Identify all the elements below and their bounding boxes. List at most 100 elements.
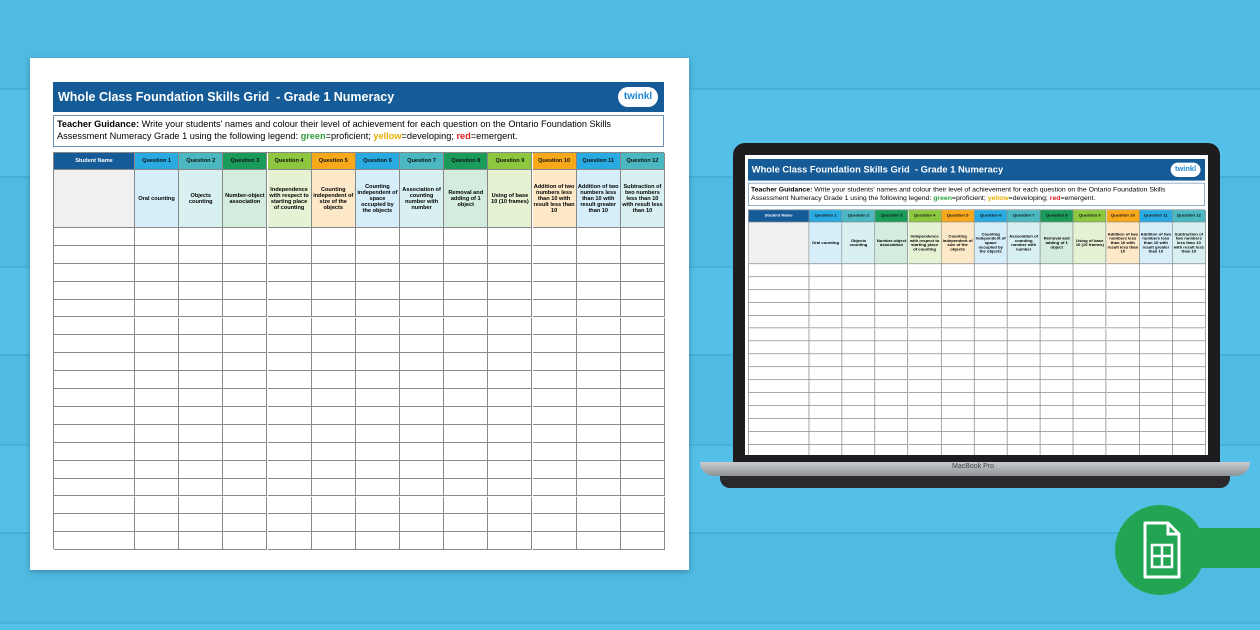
name-cell <box>748 289 810 303</box>
grid-cell <box>179 228 224 246</box>
grid-cell <box>1007 380 1041 393</box>
grid-cell <box>1139 341 1173 355</box>
laptop-base <box>700 462 1250 476</box>
grid-cell <box>355 281 400 300</box>
grid-cell <box>267 245 312 264</box>
logo: twinkl <box>618 87 658 107</box>
grid-cell <box>620 514 665 533</box>
grid-cell <box>355 317 400 336</box>
grid-cell <box>135 389 180 407</box>
grid-cell <box>1040 315 1074 329</box>
grid-cell <box>355 353 400 372</box>
grid-cell <box>400 317 445 336</box>
grid-cell <box>908 289 942 303</box>
grid-cell <box>941 405 975 419</box>
grid-cell <box>267 532 312 551</box>
grid-cell <box>908 354 942 368</box>
grid-cell <box>488 371 533 390</box>
grid-cell <box>355 389 400 407</box>
grid-cell <box>1106 302 1140 316</box>
grid-cell <box>576 514 621 533</box>
grid-cell <box>842 380 876 393</box>
grid-cell <box>488 424 533 443</box>
legend-word: green <box>933 194 952 202</box>
header-cell: Question 12 <box>1172 210 1206 223</box>
grid-cell <box>576 281 621 300</box>
grid-cell <box>1106 405 1140 419</box>
grid-cell <box>1073 264 1107 278</box>
grid-cell <box>267 442 312 461</box>
grid-cell <box>576 263 621 282</box>
grid-cell <box>1040 289 1074 303</box>
description-cell: Removal and adding of 1 object <box>1040 222 1074 265</box>
header-cell: Question 7 <box>1007 210 1041 223</box>
grid-cell <box>267 263 312 282</box>
grid-cell <box>620 353 665 372</box>
header-cell: Question 2 <box>842 210 876 223</box>
grid-cell <box>842 315 876 329</box>
grid-cell <box>1106 277 1140 290</box>
grid-cell <box>444 389 489 407</box>
legend-meaning: =developing; <box>401 131 454 141</box>
grid-cell <box>532 228 577 246</box>
header-cell: Question 5 <box>311 153 356 170</box>
grid-cell <box>488 317 533 336</box>
grid-cell <box>908 302 942 316</box>
grid-cell <box>875 380 909 393</box>
grid-cell <box>974 380 1008 393</box>
grid-cell <box>355 245 400 264</box>
grid-cell <box>941 367 975 381</box>
grid-cell <box>311 460 356 479</box>
grid-cell <box>400 496 445 515</box>
description-cell: Addition of two numbers less than 10 wit… <box>1139 222 1173 265</box>
description-cell: Subtraction of two numbers less than 10 … <box>620 170 665 228</box>
grid-cell <box>355 496 400 515</box>
grid-cell <box>576 478 621 497</box>
sheets-glyph <box>1143 521 1181 579</box>
grid-cell <box>809 418 843 432</box>
grid-cell <box>941 380 975 393</box>
description-cell: Counting independent of size of the obje… <box>311 170 356 228</box>
grid-cell <box>576 496 621 515</box>
name-cell <box>748 380 810 393</box>
grid-cell <box>223 228 268 246</box>
accent-bar <box>1200 528 1260 568</box>
grid-cell <box>974 418 1008 432</box>
grid-cell <box>267 371 312 390</box>
grid-cell <box>875 264 909 278</box>
grid-cell <box>941 302 975 316</box>
grid-cell <box>532 460 577 479</box>
grid-cell <box>532 335 577 354</box>
grid-cell <box>311 335 356 354</box>
grid-cell <box>1040 431 1074 445</box>
header-cell: Question 2 <box>179 153 224 170</box>
grid-cell <box>179 496 224 515</box>
header-cell: Question 10 <box>532 153 577 170</box>
grid-cell <box>311 299 356 318</box>
grid-cell <box>223 317 268 336</box>
grid-cell <box>908 341 942 355</box>
grid-cell <box>842 405 876 419</box>
grid-cell <box>1172 302 1206 316</box>
grid-cell <box>1106 380 1140 393</box>
grid-cell <box>532 514 577 533</box>
laptop-label: MacBook Pro <box>951 463 995 470</box>
grid-cell <box>488 514 533 533</box>
name-cell <box>54 335 135 354</box>
description-cell: Oral counting <box>135 170 180 228</box>
grid-cell <box>1106 341 1140 355</box>
grid-cell <box>620 335 665 354</box>
grid-cell <box>135 353 180 372</box>
name-cell <box>54 424 135 443</box>
grid-cell <box>267 299 312 318</box>
grid-cell <box>179 353 224 372</box>
grid-cell <box>444 371 489 390</box>
grid-cell <box>311 496 356 515</box>
header-cell: Question 6 <box>355 153 400 170</box>
grid-cell <box>444 317 489 336</box>
grid-cell <box>842 264 876 278</box>
grid-cell <box>267 228 312 246</box>
name-cell <box>748 341 810 355</box>
grid-cell <box>223 496 268 515</box>
grid-cell <box>311 245 356 264</box>
